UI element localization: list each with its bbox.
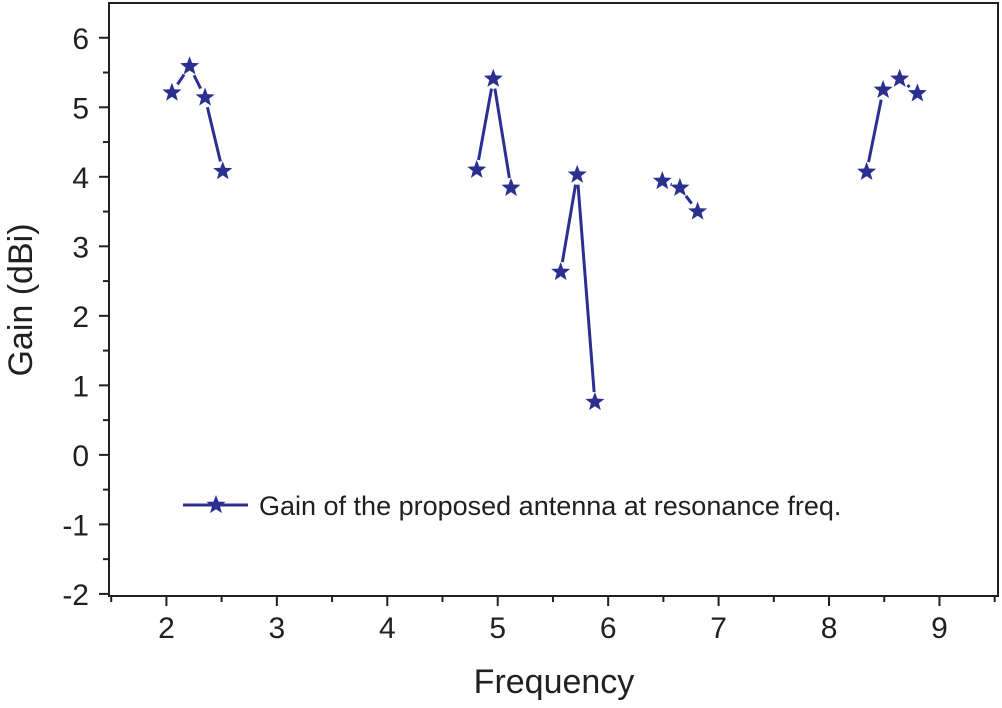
data-point-star [213, 161, 232, 179]
y-tick-label: 3 [72, 231, 89, 264]
data-point-star [908, 83, 927, 101]
series-line-segment [869, 100, 882, 162]
legend-star-icon [207, 495, 226, 513]
series-line-segment [178, 75, 185, 85]
y-tick-label: 0 [72, 440, 89, 473]
y-tick-label: -2 [62, 579, 89, 612]
series-line-segment [194, 75, 201, 88]
data-point-star [568, 165, 587, 183]
y-tick-label: -1 [62, 509, 89, 542]
data-point-star [180, 56, 199, 74]
series-line-segment [578, 185, 594, 392]
series-line-segment [907, 85, 909, 87]
series-gain [162, 56, 927, 410]
y-tick-label: 4 [72, 162, 89, 195]
data-point-star [196, 88, 215, 106]
series-line-segment [207, 107, 220, 161]
data-point-star [874, 80, 893, 98]
x-tick-label: 2 [158, 612, 175, 645]
y-axis-label: Gain (dBi) [2, 223, 40, 376]
x-axis-label: Frequency [474, 663, 635, 701]
data-point-star [484, 69, 503, 87]
data-point-star [857, 162, 876, 180]
legend-label: Gain of the proposed antenna at resonanc… [259, 491, 841, 521]
x-tick-label: 8 [821, 612, 838, 645]
data-point-star [162, 83, 181, 101]
data-point-star [585, 392, 604, 410]
data-point-star [890, 69, 909, 87]
data-point-star [688, 202, 707, 220]
y-tick-label: 6 [72, 23, 89, 56]
data-point-star [502, 178, 521, 196]
data-point-star [551, 262, 570, 280]
series-line-segment [495, 89, 509, 178]
data-point-star [467, 160, 486, 178]
x-tick-label: 5 [489, 612, 506, 645]
x-tick-label: 9 [931, 612, 948, 645]
x-tick-label: 3 [269, 612, 286, 645]
x-tick-label: 7 [710, 612, 727, 645]
y-tick-label: 5 [72, 92, 89, 125]
series-line-segment [686, 196, 692, 204]
series-line-segment [479, 89, 492, 160]
legend: Gain of the proposed antenna at resonanc… [183, 491, 841, 521]
y-tick-label: 2 [72, 301, 89, 334]
data-point-star [653, 171, 672, 189]
series-line-segment [562, 185, 575, 263]
x-tick-label: 4 [379, 612, 396, 645]
y-tick-label: 1 [72, 370, 89, 403]
data-point-star [670, 178, 689, 196]
x-tick-label: 6 [600, 612, 617, 645]
